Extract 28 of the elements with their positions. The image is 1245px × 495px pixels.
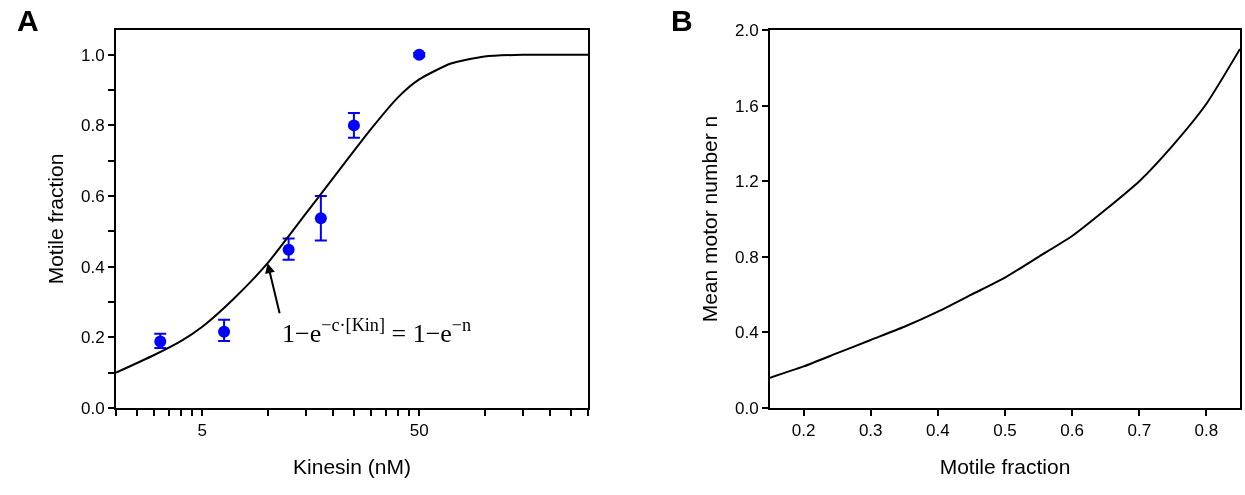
x-tick-label: 50 (409, 421, 429, 441)
x-tick-label: 5 (197, 421, 208, 441)
y-axis-title: Mean motor number n (697, 115, 721, 323)
chart-title: A (17, 4, 39, 37)
x-axis-title: Motile fraction (939, 455, 1071, 479)
y-tick-label: 2.0 (734, 20, 759, 40)
x-tick-label: 0.2 (791, 421, 816, 441)
x-tick-label: 0.3 (858, 421, 883, 441)
x-tick-label: 0.5 (993, 421, 1017, 441)
y-tick-label: 0.4 (734, 323, 759, 343)
chart-title: B (671, 4, 693, 37)
x-tick-label: 0.4 (926, 421, 950, 441)
x-tick-label: 0.8 (1194, 421, 1219, 441)
y-tick-label: 1.2 (734, 172, 759, 192)
y-tick-label: 0.0 (734, 398, 759, 418)
annotation: 1−e$^{−c·[Kin]}$ = 1−e$^{−n}$ (282, 315, 472, 348)
y-tick-label: 0.0 (80, 398, 105, 418)
y-tick-label: 1.6 (734, 96, 759, 116)
y-tick-label: 0.6 (80, 186, 105, 206)
y-tick-label: 0.2 (80, 328, 105, 348)
x-tick-label: 0.6 (1060, 421, 1084, 441)
y-tick-label: 0.4 (80, 257, 105, 277)
x-axis-title: Kinesin (nM) (293, 455, 411, 479)
x-tick-label: 0.7 (1127, 421, 1152, 441)
y-axis-title: Motile fraction (43, 153, 67, 285)
y-tick-label: 1.0 (80, 45, 105, 65)
y-tick-label: 0.8 (734, 247, 759, 267)
y-tick-label: 0.8 (80, 116, 105, 136)
